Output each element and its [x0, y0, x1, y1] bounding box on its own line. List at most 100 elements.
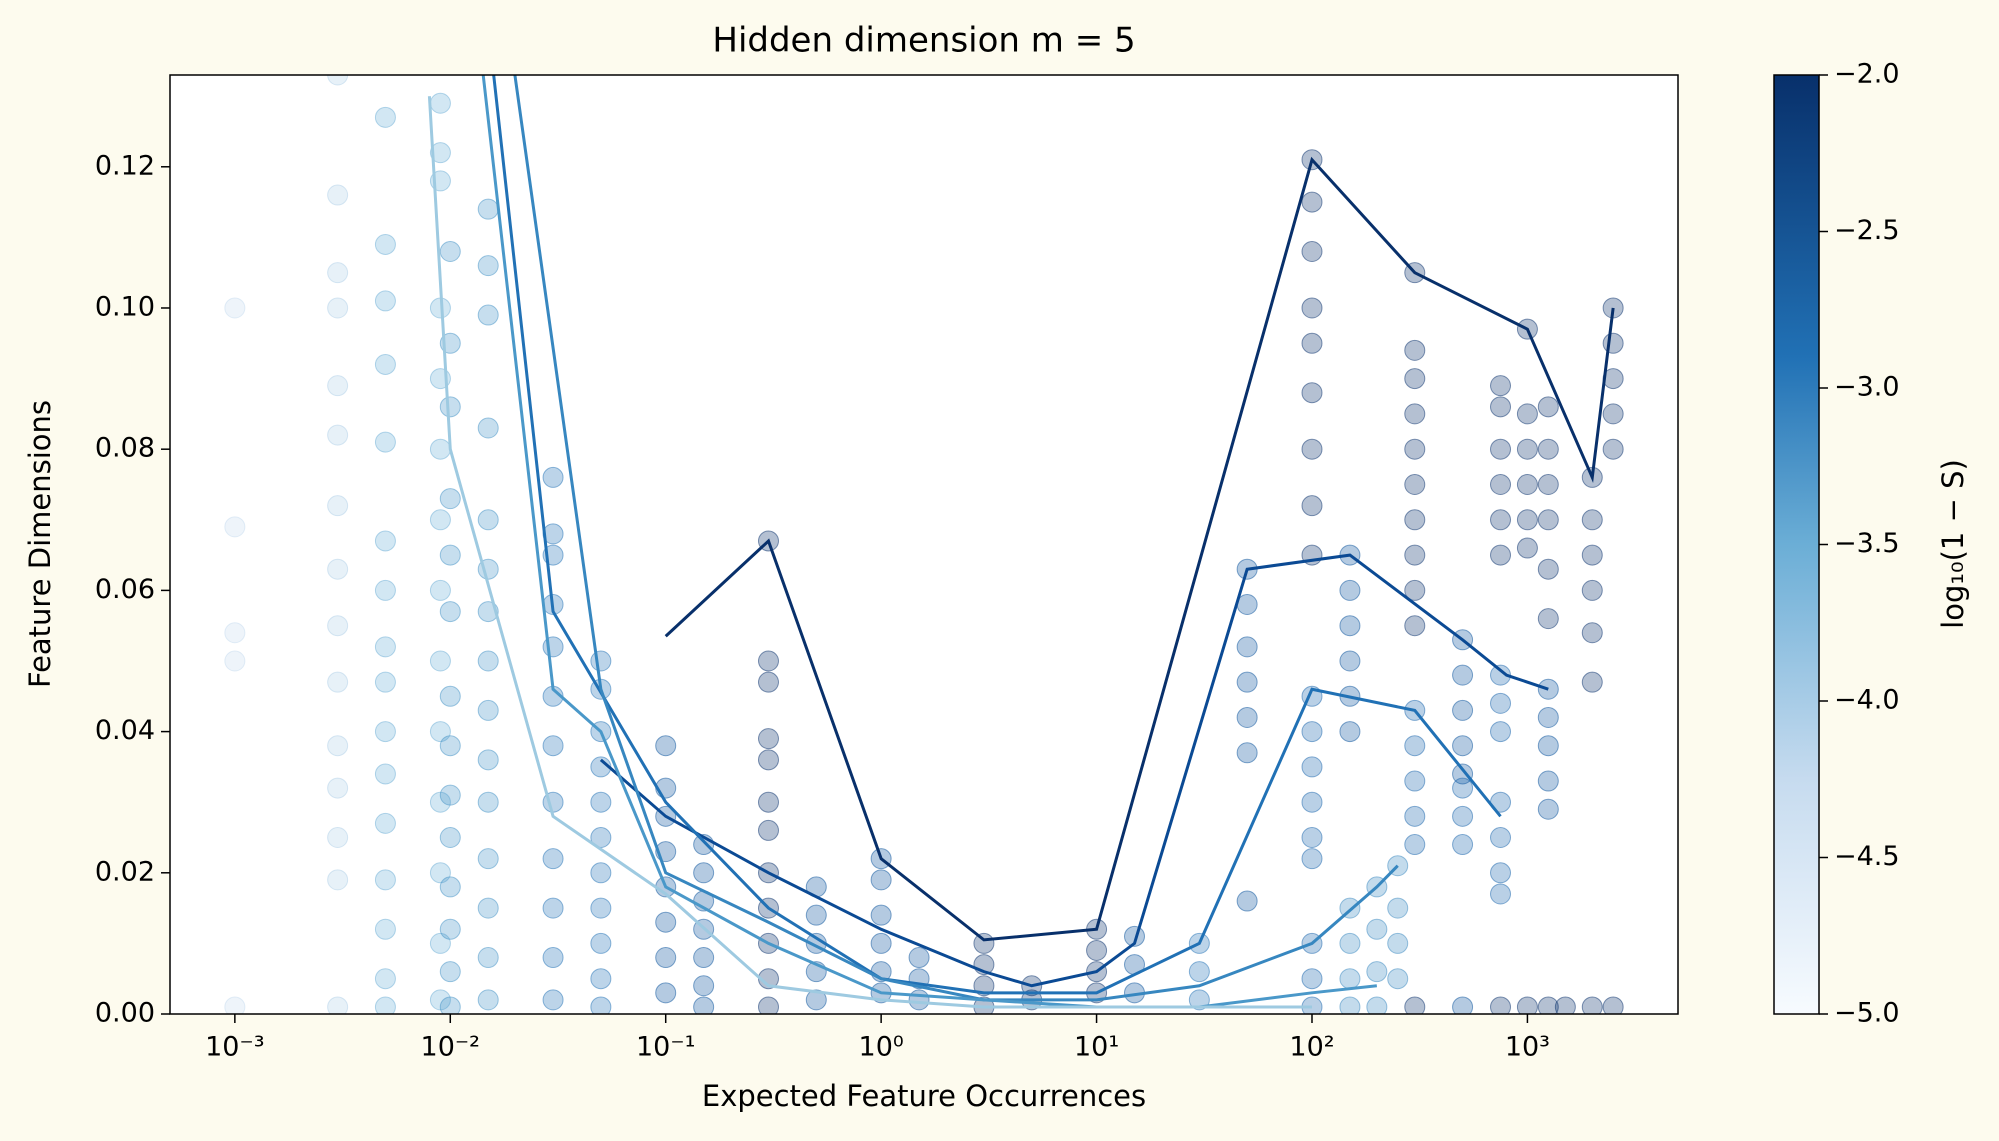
point	[870, 932, 892, 954]
x-tick-label: 10⁻¹	[636, 1032, 695, 1063]
y-tick-label: 0.00	[95, 998, 155, 1029]
point	[1490, 473, 1512, 495]
point	[374, 233, 396, 255]
point	[1490, 862, 1512, 884]
point	[374, 869, 396, 891]
point	[1339, 968, 1361, 990]
point	[477, 791, 499, 813]
colorbar-tick-label: −2.5	[1834, 215, 1900, 246]
plot-frame	[169, 74, 1679, 1015]
point	[1404, 805, 1426, 827]
point	[327, 671, 349, 693]
colorbar-label: log₁₀(1 − S)	[1936, 459, 1970, 629]
x-tick-label: 10¹	[1074, 1032, 1119, 1063]
point	[693, 947, 715, 969]
point	[1339, 579, 1361, 601]
point	[590, 650, 612, 672]
point	[374, 431, 396, 453]
point	[477, 947, 499, 969]
point	[439, 544, 461, 566]
point	[805, 989, 827, 1011]
point	[429, 650, 451, 672]
line	[481, 75, 1378, 1009]
point	[1339, 996, 1361, 1014]
x-tick-label: 10⁻³	[205, 1032, 264, 1063]
point	[1301, 297, 1323, 319]
point	[1404, 509, 1426, 531]
x-tick-label: 10²	[1289, 1032, 1334, 1063]
point	[1490, 692, 1512, 714]
point	[1516, 537, 1538, 559]
point	[1581, 671, 1603, 693]
point	[1537, 608, 1559, 630]
point	[1301, 382, 1323, 404]
point	[439, 488, 461, 510]
point	[439, 601, 461, 623]
point	[477, 650, 499, 672]
point	[1236, 742, 1258, 764]
point	[1301, 332, 1323, 354]
point	[1537, 706, 1559, 728]
point	[1404, 403, 1426, 425]
colorbar-tick-label: −4.0	[1834, 685, 1900, 716]
point	[327, 297, 349, 319]
point	[439, 918, 461, 940]
point	[1537, 798, 1559, 820]
point	[1366, 996, 1388, 1014]
point	[429, 579, 451, 601]
point	[327, 777, 349, 799]
point	[1516, 996, 1538, 1014]
point	[1537, 770, 1559, 792]
point	[1537, 396, 1559, 418]
point	[590, 897, 612, 919]
point	[477, 417, 499, 439]
point	[374, 918, 396, 940]
point	[1339, 932, 1361, 954]
point	[1301, 495, 1323, 517]
point	[1404, 834, 1426, 856]
point	[439, 961, 461, 983]
point	[429, 142, 451, 164]
point	[1516, 438, 1538, 460]
point	[439, 876, 461, 898]
point	[542, 947, 564, 969]
point	[1404, 339, 1426, 361]
point	[429, 509, 451, 531]
point	[374, 530, 396, 552]
point	[805, 904, 827, 926]
point	[1339, 650, 1361, 672]
point	[327, 262, 349, 284]
point	[1301, 756, 1323, 778]
point	[374, 106, 396, 128]
point	[1387, 897, 1409, 919]
point	[1404, 735, 1426, 757]
line	[599, 553, 1549, 988]
point	[693, 996, 715, 1014]
point	[1236, 671, 1258, 693]
line	[427, 96, 1312, 1009]
point	[1490, 544, 1512, 566]
point	[224, 650, 246, 672]
point	[374, 290, 396, 312]
point	[1537, 438, 1559, 460]
point	[1404, 368, 1426, 390]
point	[1188, 961, 1210, 983]
point	[1581, 579, 1603, 601]
point	[374, 763, 396, 785]
point	[1452, 777, 1474, 799]
point	[374, 812, 396, 834]
point	[1516, 403, 1538, 425]
point	[757, 671, 779, 693]
point	[429, 92, 451, 114]
point	[327, 735, 349, 757]
point	[224, 996, 246, 1014]
point	[1366, 961, 1388, 983]
point	[1301, 241, 1323, 263]
point	[224, 516, 246, 538]
point	[542, 989, 564, 1011]
point	[1236, 890, 1258, 912]
point	[327, 826, 349, 848]
point	[374, 636, 396, 658]
point	[1404, 579, 1426, 601]
point	[1490, 396, 1512, 418]
